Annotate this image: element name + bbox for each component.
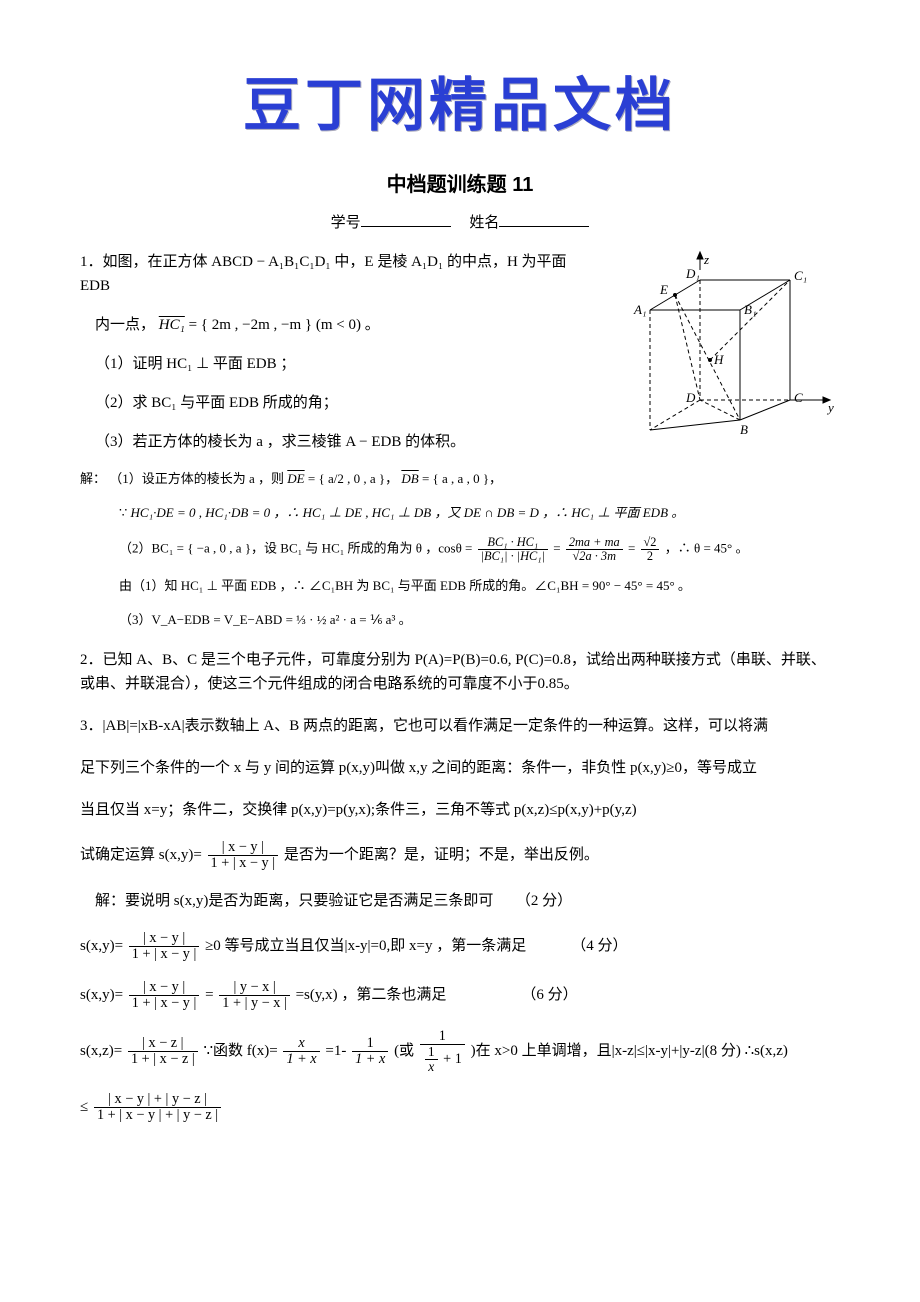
- q3-e3c-bot: 1 + x: [352, 1052, 388, 1067]
- q1-stem: 如图，在正方体 ABCD − A₁B₁C₁D₁ 中，E 是棱 A₁D₁ 的中点，…: [80, 254, 567, 294]
- q3-e3d-bb: x: [425, 1060, 438, 1074]
- q1-sol-label: 解：: [80, 471, 106, 486]
- cube-svg: z y D₁ C₁ A₁ B₁ E H D C B: [590, 250, 840, 440]
- q3-e1-bot: 1 + | x − y |: [129, 947, 200, 962]
- question-3: 3．|AB|=|xB-xA|表示数轴上 A、B 两点的距离，它也可以看作满足一定…: [80, 714, 840, 1123]
- q3-e3: s(x,z)= | x − z |1 + | x − z | ∵函数 f(x)=…: [80, 1029, 840, 1074]
- q3-e3d-extra: + 1: [440, 1051, 462, 1067]
- q1-s1b: HC₁·DE = 0 , HC₁·DB = 0 ，∴ HC₁ ⊥ DE , HC…: [131, 505, 685, 520]
- q3-l4-top: | x − y |: [208, 840, 279, 856]
- name-blank: [499, 211, 589, 227]
- q3-e1-pts: （4 分）: [571, 938, 627, 954]
- q3-e2a-top: | x − y |: [129, 980, 200, 996]
- q1-vec-db: DB: [401, 471, 418, 486]
- q1-s1a: （1）设正方体的棱长为 a ，则: [109, 471, 287, 486]
- q3-e2-pre: s(x,y)=: [80, 987, 127, 1003]
- q3-e3-mid2: =1-: [325, 1043, 350, 1059]
- svg-text:B: B: [740, 422, 748, 437]
- svg-text:A₁: A₁: [633, 302, 646, 317]
- q3-l4-pre: 试确定运算 s(x,y)=: [80, 847, 206, 863]
- q3-l1: 3．|AB|=|xB-xA|表示数轴上 A、B 两点的距离，它也可以看作满足一定…: [80, 714, 840, 738]
- q3-e3d-top: 1: [420, 1029, 465, 1045]
- q1-f1-top: BC₁ · HC₁: [478, 536, 548, 550]
- q3-e2a-bot: 1 + | x − y |: [129, 996, 200, 1011]
- q3-e4: ≤ | x − y | + | y − z |1 + | x − y | + |…: [80, 1092, 840, 1123]
- q1-stem2-pre: 内一点，: [95, 317, 155, 333]
- sid-label: 学号: [331, 215, 361, 231]
- fill-line: 学号 姓名: [80, 211, 840, 235]
- q3-e2-pts: （6 分）: [521, 987, 577, 1003]
- sid-blank: [361, 211, 451, 227]
- q3-e2b-bot: 1 + | y − x |: [219, 996, 290, 1011]
- q3-sol: 解：要说明 s(x,y)是否为距离，只要验证它是否满足三条即可 （2 分）: [80, 889, 840, 913]
- q3-l3: 当且仅当 x=y；条件二，交换律 p(x,y)=p(y,x);条件三，三角不等式…: [80, 798, 840, 822]
- q3-e2-post: =s(y,x) ，第二条也满足: [296, 987, 447, 1003]
- q3-e3d-bt: 1: [425, 1045, 438, 1060]
- svg-text:C: C: [794, 390, 803, 405]
- q1-s2b: 由（1）知 HC₁ ⊥ 平面 EDB ，∴ ∠C₁BH 为 BC₁ 与平面 ED…: [80, 576, 840, 597]
- q3-e1-post: ≥0 等号成立当且仅当|x-y|=0,即 x=y ，第一条满足: [205, 938, 526, 954]
- q1-vec-de: DE: [287, 471, 304, 486]
- q3-e3b-top: x: [283, 1036, 319, 1052]
- q1-f2-top: 2ma + ma: [566, 536, 623, 550]
- q1-vec-hc1: HC₁: [159, 317, 185, 333]
- svg-text:B₁: B₁: [744, 302, 756, 317]
- q3-e2-mid: =: [205, 987, 217, 1003]
- name-label: 姓名: [469, 215, 499, 231]
- q1-f3-top: √2: [641, 536, 660, 550]
- q1-f1-bot: |BC₁| · |HC₁|: [478, 550, 548, 563]
- q1-f2-bot: √2a · 3m: [566, 550, 623, 563]
- page-title: 中档题训练题 11: [80, 169, 840, 201]
- q1-s2a-line: （2）BC₁ = { −a , 0 , a }，设 BC₁ 与 HC₁ 所成的角…: [80, 536, 840, 563]
- svg-text:E: E: [659, 282, 668, 297]
- q3-l4-bot: 1 + | x − y |: [208, 856, 279, 871]
- q3-e3b-bot: 1 + x: [283, 1052, 319, 1067]
- q3-e3c-top: 1: [352, 1036, 388, 1052]
- cube-diagram: z y D₁ C₁ A₁ B₁ E H D C B: [590, 250, 840, 448]
- q3-l4-post: 是否为一个距离？是，证明；不是，举出反例。: [284, 847, 599, 863]
- svg-text:y: y: [826, 400, 834, 415]
- q3-e4-pre: ≤: [80, 1099, 92, 1115]
- q1-s3: （3）V_A−EDB = V_E−ABD = ⅓ · ½ a² · a = ⅙ …: [80, 610, 840, 631]
- question-1: z y D₁ C₁ A₁ B₁ E H D C B 1．如图，在正方体 ABCD…: [80, 250, 840, 631]
- q1-num: 1．: [80, 254, 103, 270]
- q3-e1: s(x,y)= | x − y |1 + | x − y | ≥0 等号成立当且…: [80, 931, 840, 962]
- banner: 豆丁网精品文档: [80, 60, 840, 153]
- q3-e2: s(x,y)= | x − y |1 + | x − y | = | y − x…: [80, 980, 840, 1011]
- q3-e4-bot: 1 + | x − y | + | y − z |: [94, 1108, 221, 1123]
- q3-e3-post: )在 x>0 上单调增，且|x-z|≤|x-y|+|y-z|(8 分) ∴s(x…: [471, 1043, 788, 1059]
- q3-e3-pre: s(x,z)=: [80, 1043, 126, 1059]
- q3-e3-mid3: (或: [394, 1043, 418, 1059]
- svg-text:D₁: D₁: [685, 266, 700, 281]
- q1-f3-bot: 2: [641, 550, 660, 563]
- q1-de-val: = { a/2 , 0 , a }，: [305, 471, 398, 486]
- svg-text:z: z: [703, 252, 709, 267]
- q3-l4: 试确定运算 s(x,y)= | x − y |1 + | x − y | 是否为…: [80, 840, 840, 871]
- q3-e1-top: | x − y |: [129, 931, 200, 947]
- svg-text:D: D: [685, 390, 696, 405]
- banner-text: 豆丁网精品文档: [243, 73, 677, 138]
- q3-l2: 足下列三个条件的一个 x 与 y 间的运算 p(x,y)叫做 x,y 之间的距离…: [80, 756, 840, 780]
- q3-e3a-top: | x − z |: [128, 1036, 198, 1052]
- q3-e4-top: | x − y | + | y − z |: [94, 1092, 221, 1108]
- question-2: 2．已知 A、B、C 是三个电子元件，可靠度分别为 P(A)=P(B)=0.6,…: [80, 648, 840, 696]
- q1-s2a: （2）BC₁ = { −a , 0 , a }，设 BC₁ 与 HC₁ 所成的角…: [119, 541, 476, 556]
- svg-text:C₁: C₁: [794, 268, 807, 283]
- q3-e2b-top: | y − x |: [219, 980, 290, 996]
- q3-e3-mid1: ∵函数 f(x)=: [203, 1043, 281, 1059]
- q1-db-val: = { a , a , 0 }，: [419, 471, 502, 486]
- q3-e1-pre: s(x,y)=: [80, 938, 127, 954]
- q1-s2-tail: ，∴ θ = 45° 。: [665, 541, 749, 556]
- q3-e3a-bot: 1 + | x − z |: [128, 1052, 198, 1067]
- svg-text:H: H: [713, 352, 724, 367]
- q1-stem2-post: = { 2m , −2m , −m } (m < 0) 。: [189, 317, 380, 333]
- q1-s1b-pre: ∵: [119, 505, 131, 520]
